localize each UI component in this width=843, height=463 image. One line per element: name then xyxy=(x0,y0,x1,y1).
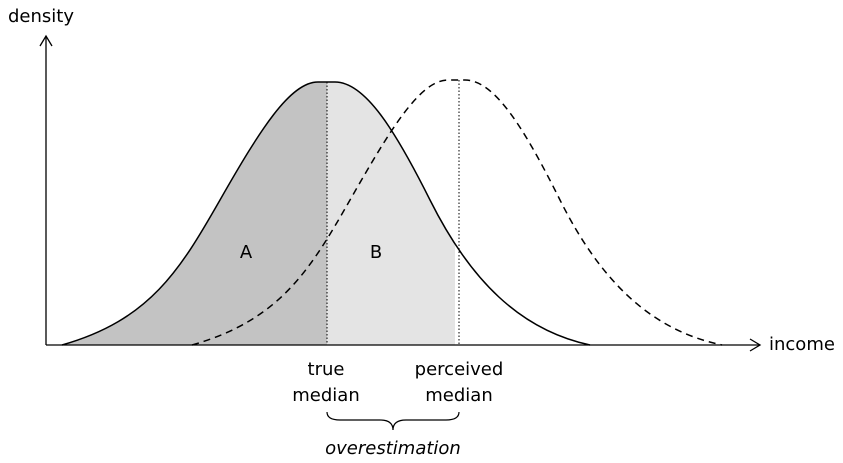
y-arrow xyxy=(39,34,53,47)
y-axis-label: density xyxy=(8,6,74,27)
perceived-curve xyxy=(191,79,723,346)
brace xyxy=(326,411,460,431)
region-label: A xyxy=(240,242,253,263)
marker-label: perceived xyxy=(415,359,504,380)
marker-label: median xyxy=(292,385,359,406)
marker-label: median xyxy=(425,385,492,406)
x-axis-label: income xyxy=(769,334,835,355)
region-b xyxy=(327,82,455,345)
region-a xyxy=(62,82,327,345)
shaded-regions xyxy=(62,82,455,345)
region-label: B xyxy=(370,242,382,263)
x-arrow xyxy=(749,338,762,352)
marker-label: true xyxy=(308,359,345,380)
annotation: overestimation xyxy=(325,438,461,459)
